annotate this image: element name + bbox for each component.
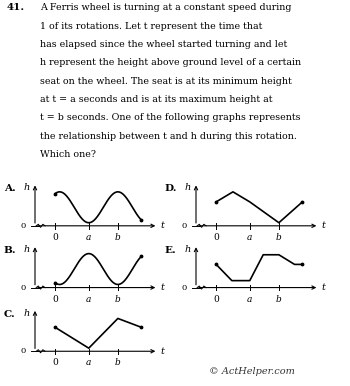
- Text: A.: A.: [4, 184, 15, 193]
- Text: h: h: [24, 309, 30, 318]
- Text: t = b seconds. One of the following graphs represents: t = b seconds. One of the following grap…: [40, 113, 301, 122]
- Text: b: b: [276, 295, 282, 303]
- Text: 1 of its rotations. Let t represent the time that: 1 of its rotations. Let t represent the …: [40, 22, 262, 31]
- Text: b: b: [115, 233, 121, 242]
- Text: E.: E.: [164, 246, 176, 255]
- Text: a: a: [86, 358, 91, 367]
- Text: h: h: [24, 245, 30, 254]
- Text: 0: 0: [182, 284, 187, 291]
- Text: h: h: [24, 183, 30, 192]
- Text: B.: B.: [4, 246, 16, 255]
- Text: Which one?: Which one?: [40, 150, 96, 159]
- Text: h represent the height above ground level of a certain: h represent the height above ground leve…: [40, 58, 301, 68]
- Text: b: b: [115, 295, 121, 303]
- Text: at t = a seconds and is at its maximum height at: at t = a seconds and is at its maximum h…: [40, 95, 273, 104]
- Text: © ActHelper.com: © ActHelper.com: [209, 367, 295, 376]
- Text: 0: 0: [52, 295, 58, 303]
- Text: 0: 0: [52, 233, 58, 242]
- Text: b: b: [115, 358, 121, 367]
- Text: t: t: [160, 221, 164, 230]
- Text: a: a: [86, 233, 91, 242]
- Text: 0: 0: [21, 284, 26, 291]
- Text: 0: 0: [21, 347, 26, 355]
- Text: 0: 0: [213, 233, 219, 242]
- Text: t: t: [160, 283, 164, 292]
- Text: t: t: [321, 283, 325, 292]
- Text: seat on the wheel. The seat is at its minimum height: seat on the wheel. The seat is at its mi…: [40, 77, 292, 86]
- Text: h: h: [185, 245, 191, 254]
- Text: a: a: [86, 295, 91, 303]
- Text: C.: C.: [4, 310, 15, 318]
- Text: 0: 0: [21, 222, 26, 230]
- Text: 0: 0: [213, 295, 219, 303]
- Text: A Ferris wheel is turning at a constant speed during: A Ferris wheel is turning at a constant …: [40, 3, 292, 12]
- Text: h: h: [185, 183, 191, 192]
- Text: 0: 0: [52, 358, 58, 367]
- Text: t: t: [321, 221, 325, 230]
- Text: has elapsed since the wheel started turning and let: has elapsed since the wheel started turn…: [40, 40, 287, 49]
- Text: t: t: [160, 347, 164, 356]
- Text: 41.: 41.: [7, 3, 25, 12]
- Text: D.: D.: [164, 184, 177, 193]
- Text: 0: 0: [182, 222, 187, 230]
- Text: a: a: [247, 233, 252, 242]
- Text: the relationship between t and h during this rotation.: the relationship between t and h during …: [40, 132, 297, 141]
- Text: a: a: [247, 295, 252, 303]
- Text: b: b: [276, 233, 282, 242]
